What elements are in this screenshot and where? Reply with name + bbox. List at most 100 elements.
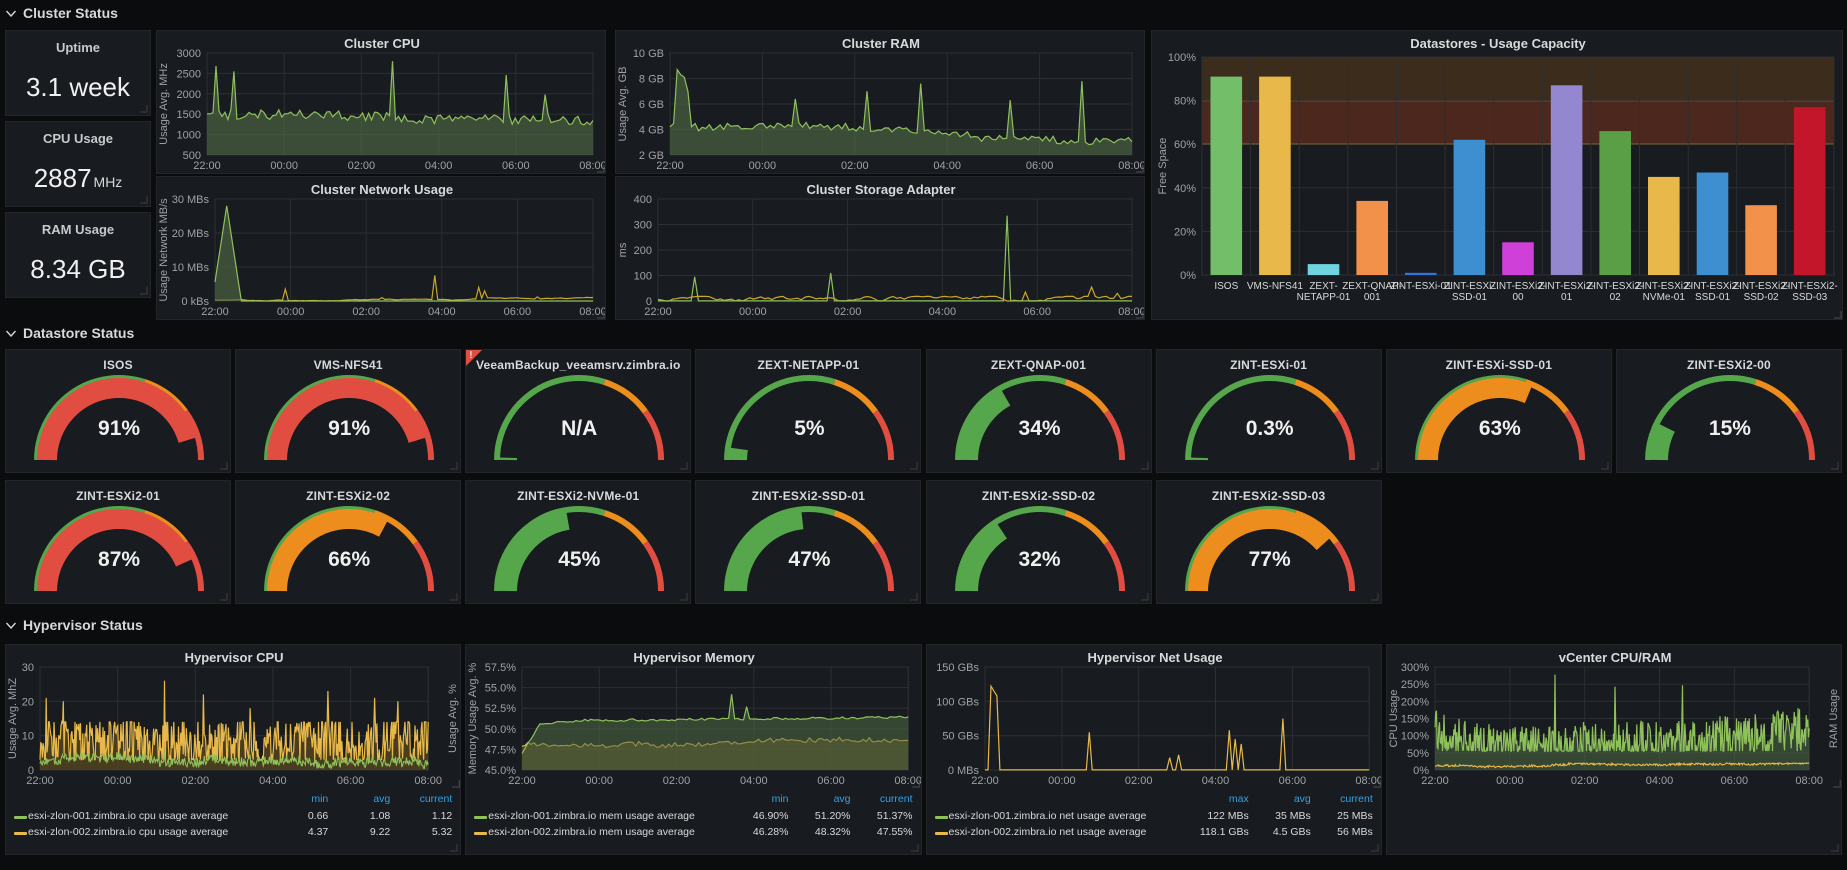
svg-text:Usage Avg. %: Usage Avg. % (447, 684, 459, 753)
svg-text:Usage Avg. MHz: Usage Avg. MHz (158, 63, 170, 145)
svg-text:50%: 50% (1407, 748, 1429, 760)
svg-text:2500: 2500 (177, 68, 201, 80)
svg-text:Usage Avg. MhZ: Usage Avg. MhZ (7, 678, 19, 759)
svg-text:001: 001 (1364, 292, 1381, 303)
svg-text:250%: 250% (1401, 679, 1429, 691)
svg-text:08:00: 08:00 (1118, 160, 1145, 172)
svg-text:22:00: 22:00 (508, 775, 536, 787)
svg-text:200%: 200% (1401, 696, 1429, 708)
svg-text:ms: ms (617, 242, 629, 257)
svg-text:80%: 80% (1174, 96, 1196, 108)
svg-text:00:00: 00:00 (104, 775, 132, 787)
svg-text:NETAPP-01: NETAPP-01 (1297, 292, 1351, 303)
svg-text:02:00: 02:00 (1124, 775, 1152, 787)
svg-text:02:00: 02:00 (1571, 775, 1599, 787)
svg-text:10 GB: 10 GB (633, 48, 664, 60)
svg-text:ZINT-ESXi2-: ZINT-ESXi2- (1782, 281, 1838, 292)
svg-text:06:00: 06:00 (817, 775, 845, 787)
svg-text:04:00: 04:00 (1201, 775, 1229, 787)
svg-text:8 GB: 8 GB (639, 74, 664, 86)
svg-text:00:00: 00:00 (586, 775, 614, 787)
svg-text:150 GBs: 150 GBs (936, 662, 979, 674)
svg-text:20%: 20% (1174, 226, 1196, 238)
svg-text:04:00: 04:00 (259, 775, 287, 787)
svg-text:ZINT-ESXi-01: ZINT-ESXi-01 (1390, 281, 1452, 292)
svg-text:30 MBs: 30 MBs (172, 194, 210, 206)
svg-text:22:00: 22:00 (644, 306, 672, 318)
svg-text:100: 100 (634, 271, 652, 283)
svg-text:06:00: 06:00 (337, 775, 365, 787)
svg-text:SSD-02: SSD-02 (1744, 292, 1779, 303)
svg-text:10: 10 (22, 731, 34, 743)
svg-text:08:00: 08:00 (1355, 775, 1382, 787)
svg-text:40%: 40% (1174, 183, 1196, 195)
svg-text:Cluster Network Usage: Cluster Network Usage (311, 182, 453, 197)
svg-text:Free Space: Free Space (1157, 138, 1169, 195)
svg-text:08:00: 08:00 (414, 775, 442, 787)
svg-text:22:00: 22:00 (26, 775, 54, 787)
svg-text:02:00: 02:00 (834, 306, 862, 318)
svg-text:00:00: 00:00 (1496, 775, 1524, 787)
svg-text:SSD-01: SSD-01 (1695, 292, 1730, 303)
svg-text:100 GBs: 100 GBs (936, 696, 979, 708)
svg-text:02:00: 02:00 (663, 775, 691, 787)
svg-text:06:00: 06:00 (1026, 160, 1054, 172)
svg-text:04:00: 04:00 (425, 160, 453, 172)
svg-text:08:00: 08:00 (1118, 306, 1145, 318)
svg-text:22:00: 22:00 (656, 160, 684, 172)
svg-text:0%: 0% (1180, 270, 1196, 282)
svg-text:00:00: 00:00 (749, 160, 777, 172)
svg-text:08:00: 08:00 (1795, 775, 1823, 787)
svg-text:Cluster RAM: Cluster RAM (842, 36, 920, 51)
svg-text:300: 300 (634, 220, 652, 232)
svg-text:02:00: 02:00 (348, 160, 376, 172)
svg-text:Cluster Storage Adapter: Cluster Storage Adapter (806, 182, 955, 197)
svg-text:20 MBs: 20 MBs (172, 228, 210, 240)
svg-text:Usage Network MB/s: Usage Network MB/s (158, 198, 170, 302)
svg-text:1500: 1500 (177, 109, 201, 121)
svg-text:55.0%: 55.0% (485, 683, 516, 695)
svg-text:06:00: 06:00 (1023, 306, 1051, 318)
svg-text:2000: 2000 (177, 89, 201, 101)
svg-text:08:00: 08:00 (579, 160, 606, 172)
svg-text:50.0%: 50.0% (485, 724, 516, 736)
svg-text:04:00: 04:00 (929, 306, 957, 318)
svg-text:04:00: 04:00 (428, 306, 456, 318)
svg-text:00:00: 00:00 (270, 160, 298, 172)
svg-text:22:00: 22:00 (193, 160, 221, 172)
svg-text:22:00: 22:00 (971, 775, 999, 787)
svg-text:100%: 100% (1401, 731, 1429, 743)
svg-text:Cluster CPU: Cluster CPU (344, 36, 420, 51)
svg-text:ZEXT-: ZEXT- (1309, 281, 1337, 292)
svg-text:Hypervisor Net Usage: Hypervisor Net Usage (1087, 650, 1222, 665)
svg-text:VMS-NFS41: VMS-NFS41 (1247, 281, 1304, 292)
svg-text:400: 400 (634, 194, 652, 206)
svg-text:ZINT-ESXi2-: ZINT-ESXi2- (1636, 281, 1692, 292)
svg-text:4 GB: 4 GB (639, 125, 664, 137)
svg-text:52.5%: 52.5% (485, 703, 516, 715)
svg-text:ZINT-ESXi-: ZINT-ESXi- (1444, 281, 1495, 292)
svg-text:22:00: 22:00 (201, 306, 229, 318)
svg-text:ISOS: ISOS (1214, 281, 1238, 292)
svg-text:20: 20 (22, 696, 34, 708)
svg-text:200: 200 (634, 245, 652, 257)
svg-text:6 GB: 6 GB (639, 99, 664, 111)
svg-text:57.5%: 57.5% (485, 662, 516, 674)
svg-text:04:00: 04:00 (1646, 775, 1674, 787)
svg-text:04:00: 04:00 (933, 160, 961, 172)
svg-text:60%: 60% (1174, 139, 1196, 151)
svg-text:3000: 3000 (177, 48, 201, 60)
svg-text:50 GBs: 50 GBs (942, 731, 979, 743)
svg-text:Hypervisor Memory: Hypervisor Memory (634, 650, 756, 665)
svg-text:vCenter CPU/RAM: vCenter CPU/RAM (1559, 650, 1672, 665)
svg-text:47.5%: 47.5% (485, 744, 516, 756)
svg-text:150%: 150% (1401, 714, 1429, 726)
svg-text:02: 02 (1610, 292, 1622, 303)
svg-text:08:00: 08:00 (895, 775, 922, 787)
svg-text:30: 30 (22, 662, 34, 674)
svg-text:06:00: 06:00 (502, 160, 530, 172)
svg-text:Hypervisor CPU: Hypervisor CPU (185, 650, 284, 665)
svg-text:00:00: 00:00 (739, 306, 767, 318)
svg-text:02:00: 02:00 (182, 775, 210, 787)
svg-text:02:00: 02:00 (352, 306, 380, 318)
